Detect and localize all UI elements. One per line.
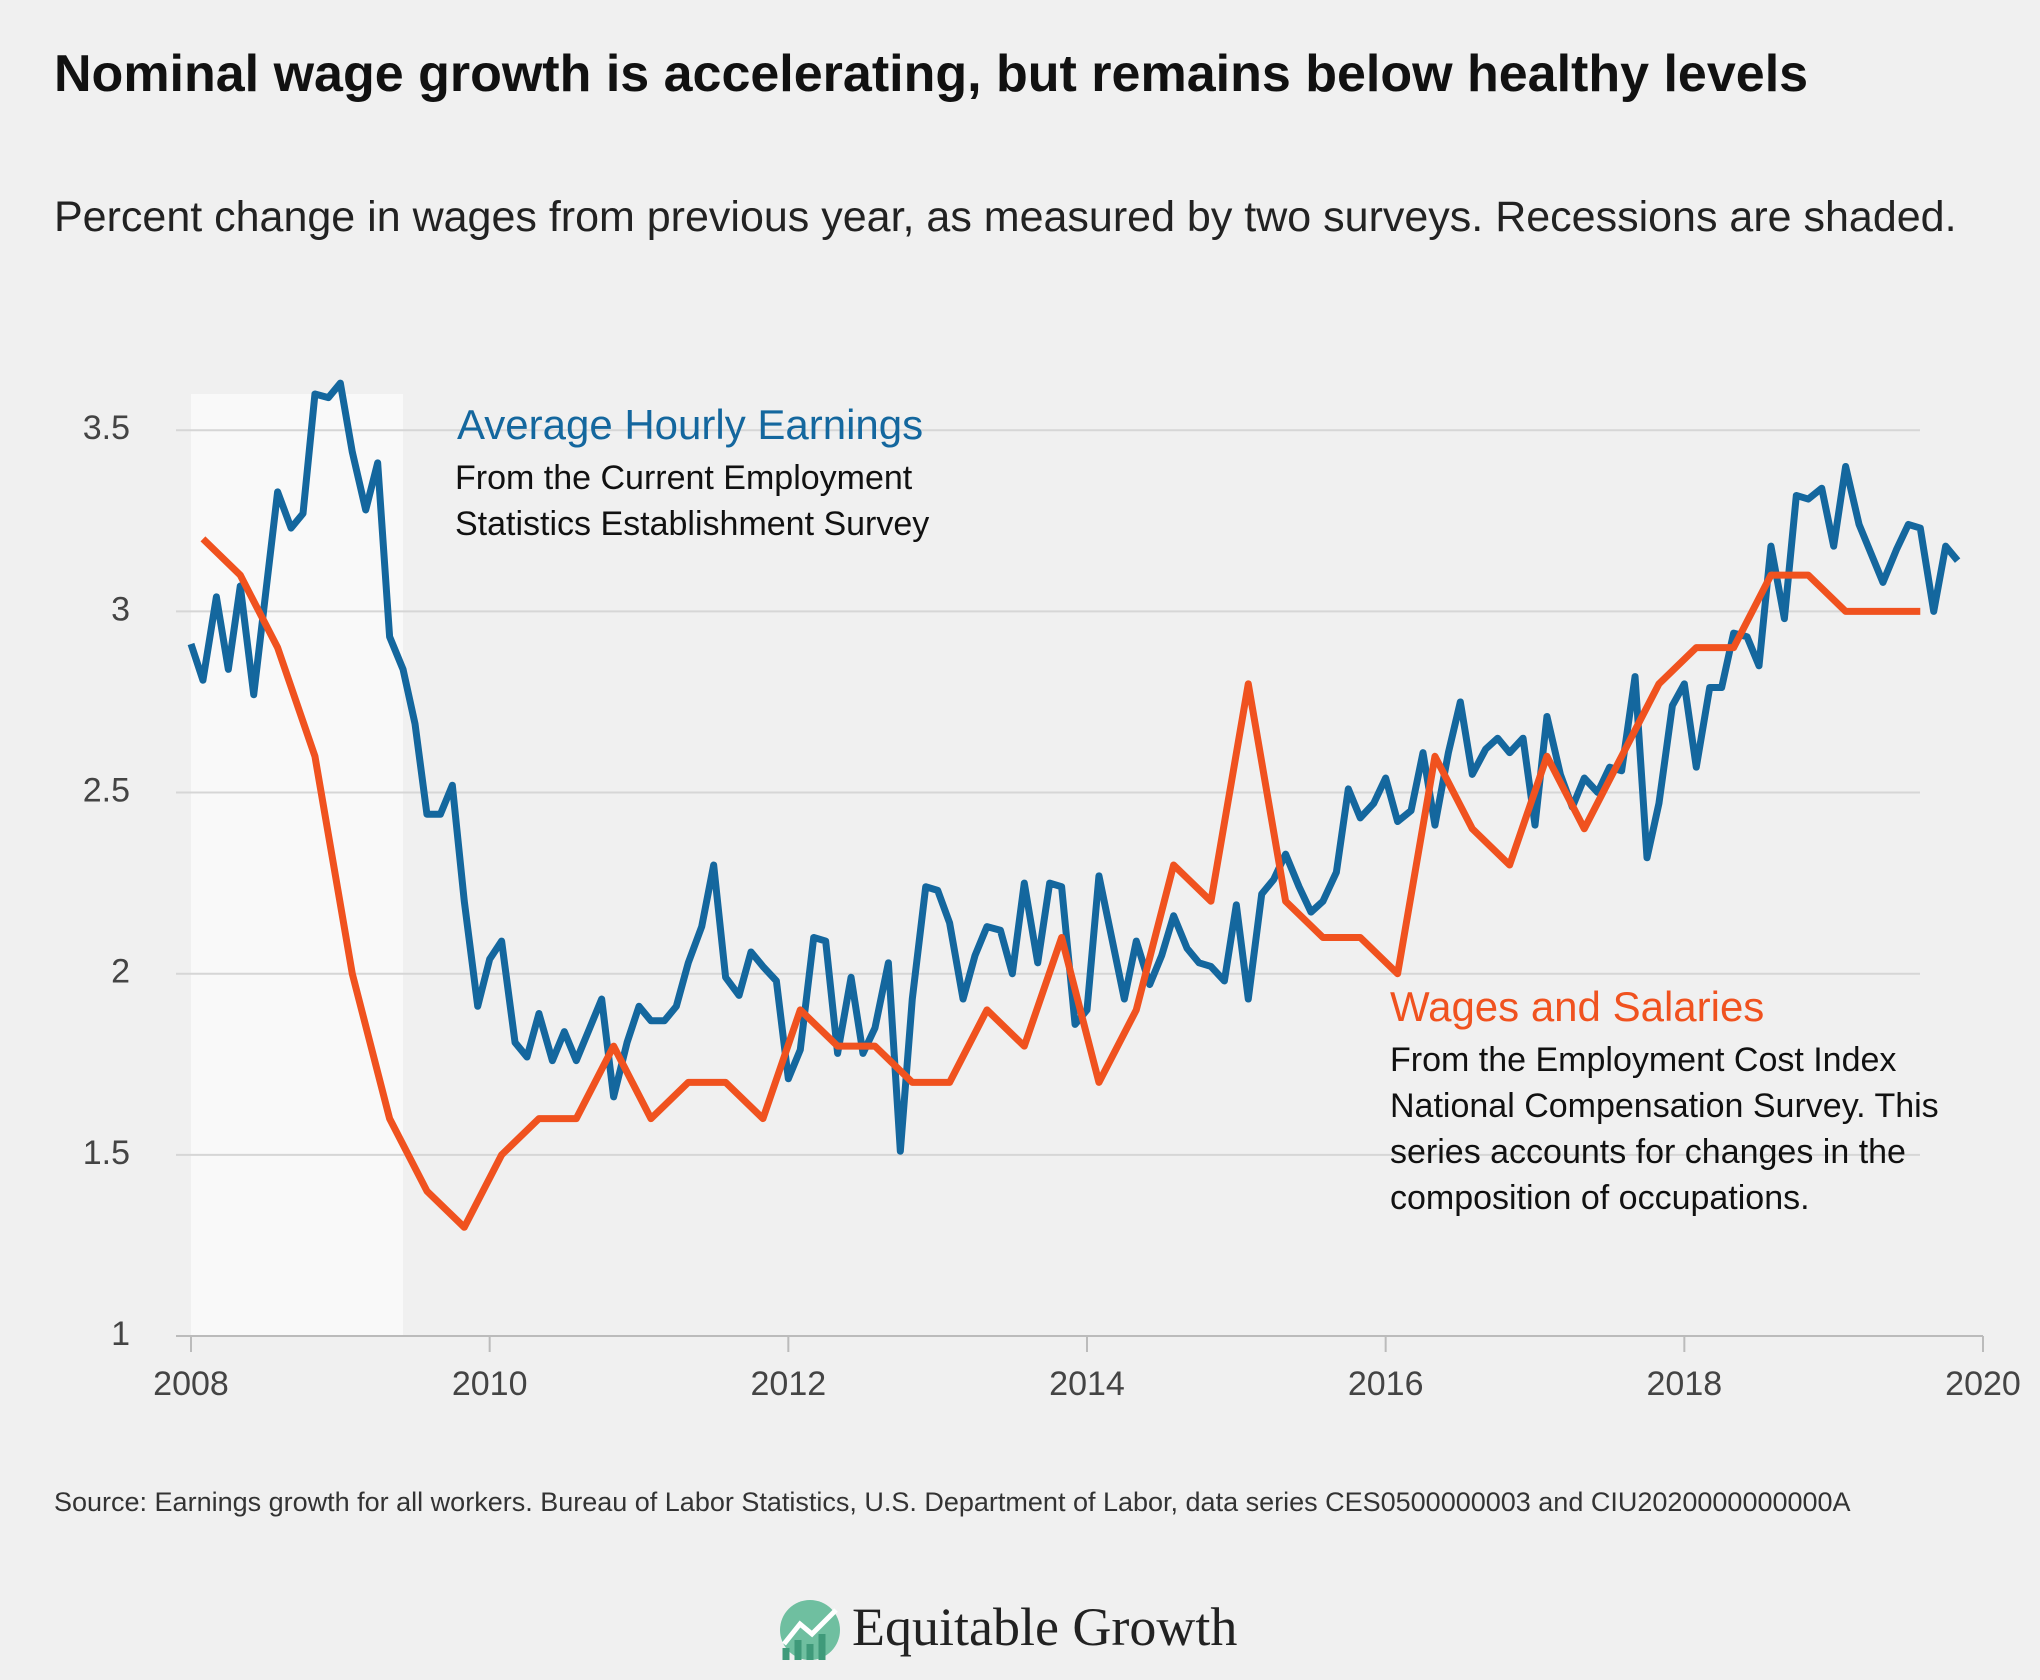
source-note: Source: Earnings growth for all workers.… xyxy=(54,1487,1851,1517)
y-tick-label: 3.5 xyxy=(83,409,130,447)
series-line xyxy=(200,536,1921,1231)
brand: Equitable Growth xyxy=(852,1597,1238,1657)
y-tick-label: 2.5 xyxy=(83,772,130,810)
series-label: Average Hourly Earnings xyxy=(457,401,924,448)
y-tick-label: 2 xyxy=(111,953,130,991)
series-note: From the Employment Cost Index National … xyxy=(1390,1041,1939,1217)
x-tick-label: 2012 xyxy=(751,1365,827,1403)
x-tick-label: 2020 xyxy=(1945,1365,2021,1403)
series-label: Wages and Salaries xyxy=(1390,983,1765,1030)
chart-title: Nominal wage growth is accelerating, but… xyxy=(54,45,1809,103)
series-note: From the Current Employment Statistics E… xyxy=(455,459,930,543)
x-tick-label: 2018 xyxy=(1647,1365,1723,1403)
y-tick-label: 1.5 xyxy=(83,1134,130,1172)
x-tick-label: 2008 xyxy=(153,1365,229,1403)
x-tick-label: 2014 xyxy=(1049,1365,1125,1403)
recession-shade xyxy=(191,394,404,1336)
series-line xyxy=(187,379,1961,1155)
y-tick-label: 3 xyxy=(111,590,130,628)
y-tick-label: 1 xyxy=(111,1315,130,1353)
x-tick-label: 2010 xyxy=(452,1365,528,1403)
chart-subtitle: Percent change in wages from previous ye… xyxy=(54,193,1957,241)
x-tick-label: 2016 xyxy=(1348,1365,1424,1403)
